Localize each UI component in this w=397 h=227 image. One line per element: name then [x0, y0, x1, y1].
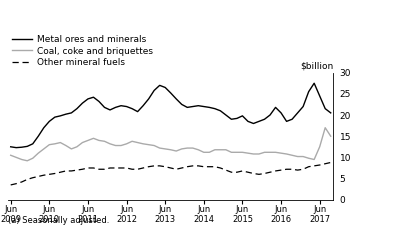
Text: (a) Seasonally adjusted.: (a) Seasonally adjusted.	[8, 216, 109, 225]
Text: $billion: $billion	[300, 61, 333, 70]
Legend: Metal ores and minerals, Coal, coke and briquettes, Other mineral fuels: Metal ores and minerals, Coal, coke and …	[12, 35, 153, 67]
